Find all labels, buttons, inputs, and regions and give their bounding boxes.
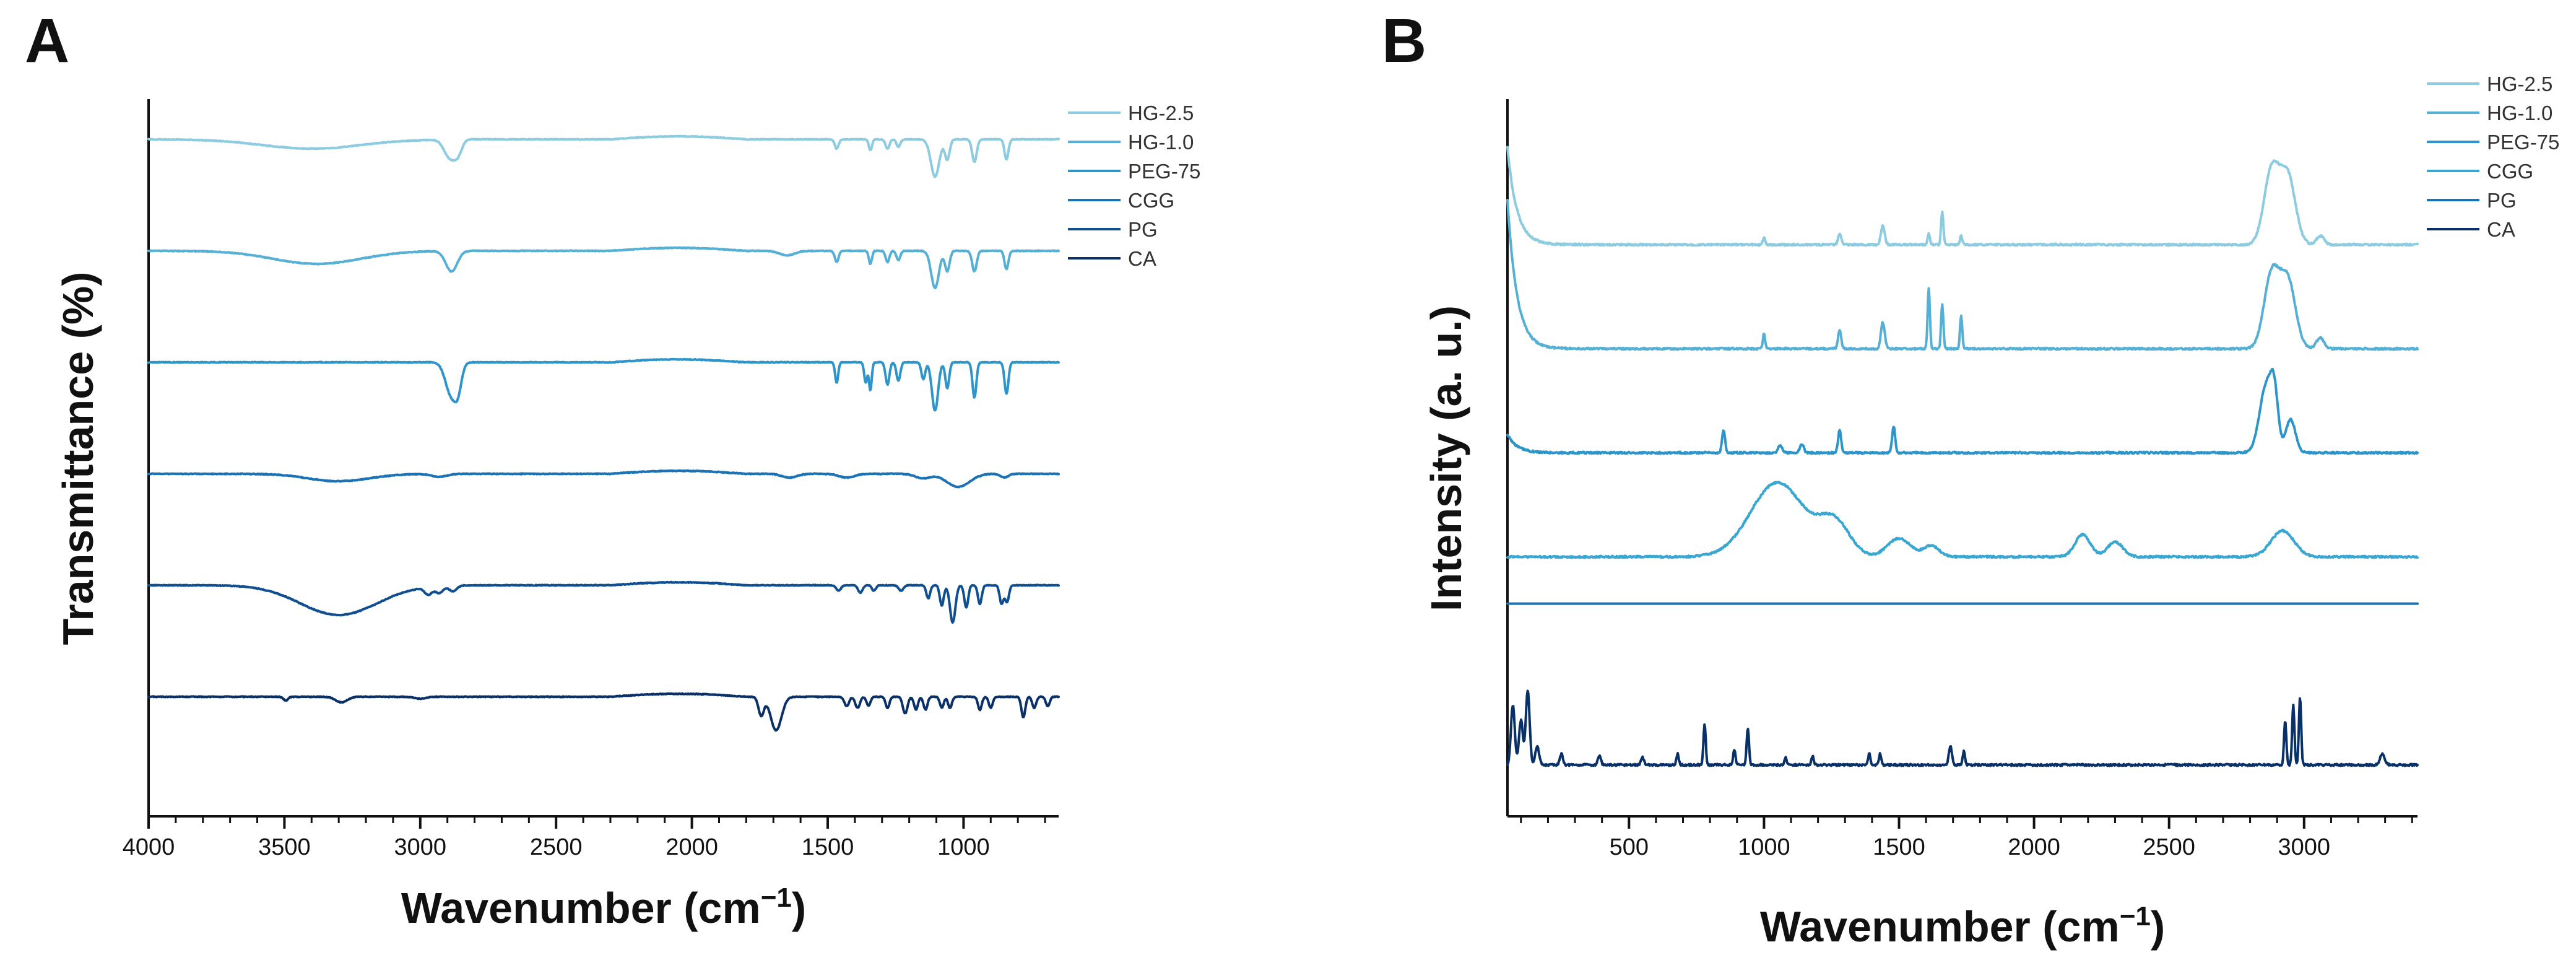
x-tick-label: 2000	[666, 834, 718, 860]
panel-a-label: A	[25, 6, 69, 76]
series-line-hg-2.5	[147, 134, 1060, 178]
series-line-cgg	[1506, 481, 2419, 559]
y-axis-title: Intensity (a. u.)	[1422, 305, 1470, 611]
legend-label-cgg: CGG	[2487, 160, 2533, 183]
legend-label-pg: PG	[1128, 218, 1158, 241]
panel-a-chart: 4000 3500 3000 2500 2000 1500 1000 Wavenumber (…	[54, 99, 1200, 932]
panel-b-label: B	[1382, 6, 1426, 76]
legend-label-ca: CA	[2487, 218, 2515, 241]
legend-label-hg-2.5: HG-2.5	[1128, 102, 1194, 124]
series-line-ca	[1506, 689, 2419, 767]
x-tick-label: 2000	[2008, 834, 2060, 860]
legend-label-peg-75: PEG-75	[1128, 160, 1200, 183]
x-tick-label: 3000	[394, 834, 447, 860]
series-line-ca	[147, 692, 1060, 732]
x-tick-label: 1000	[937, 834, 990, 860]
legend-label-pg: PG	[2487, 189, 2517, 212]
legend-label-peg-75: PEG-75	[2487, 131, 2559, 154]
series-line-hg-1.0	[147, 246, 1060, 289]
legend-label-hg-2.5: HG-2.5	[2487, 72, 2552, 95]
x-tick-label: 1500	[802, 834, 854, 860]
panel-b-chart: 500 1000 1500 2000 2500 3000 Wavenumber (cm−1)…	[1422, 72, 2559, 951]
series-line-hg-2.5	[1506, 146, 2419, 247]
series-line-peg-75	[147, 357, 1060, 412]
x-tick-label: 3000	[2278, 834, 2331, 860]
legend-label-ca: CA	[1128, 247, 1156, 270]
x-tick-label: 2500	[2143, 834, 2195, 860]
y-axis-title: Transmittance (%)	[54, 272, 102, 645]
x-axis-title: Wavenumber (cm−1)	[401, 883, 806, 932]
legend-label-cgg: CGG	[1128, 189, 1174, 212]
legend-label-hg-1.0: HG-1.0	[1128, 131, 1194, 154]
x-tick-label: 2500	[530, 834, 583, 860]
x-tick-label: 500	[1610, 834, 1649, 860]
x-axis-title: Wavenumber (cm−1)	[1760, 901, 2165, 951]
x-tick-label: 1000	[1738, 834, 1790, 860]
x-tick-label: 1500	[1873, 834, 1925, 860]
x-tick-label: 4000	[123, 834, 175, 860]
series-line-peg-75	[1506, 367, 2419, 455]
series-line-pg	[147, 580, 1060, 624]
legend-label-hg-1.0: HG-1.0	[2487, 102, 2552, 124]
series-line-hg-1.0	[1506, 199, 2419, 351]
x-tick-label: 3500	[258, 834, 311, 860]
series-line-cgg	[147, 469, 1060, 489]
